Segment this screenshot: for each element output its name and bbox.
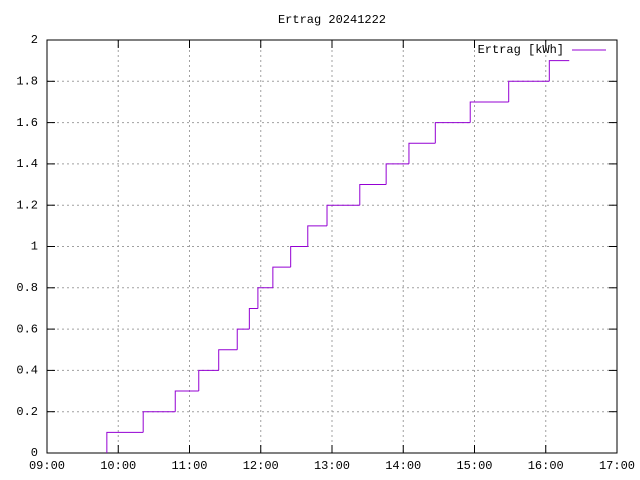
step-segment (142, 411, 176, 433)
y-tick-label: 1.8 (16, 74, 38, 88)
x-tick-label: 12:00 (243, 459, 279, 473)
step-segment (408, 142, 436, 164)
step-segment (290, 246, 308, 268)
step-segment (257, 287, 273, 309)
x-tick-label: 11:00 (171, 459, 207, 473)
y-tick-label: 1 (31, 240, 38, 254)
step-segment (469, 101, 509, 123)
step-segment (174, 390, 199, 412)
x-tick-label: 10:00 (100, 459, 136, 473)
y-tick-label: 1.6 (16, 116, 38, 130)
step-segment (307, 225, 328, 247)
step-segment (434, 122, 471, 144)
step-segment (248, 307, 258, 330)
step-segment (218, 349, 238, 371)
y-tick-label: 0.6 (16, 322, 38, 336)
step-segment (198, 369, 219, 392)
step-segment (385, 163, 409, 185)
step-segment (359, 184, 387, 206)
y-tick-label: 0.8 (16, 281, 38, 295)
y-tick-label: 2 (31, 33, 38, 47)
x-tick-label: 14:00 (385, 459, 421, 473)
legend-label: Ertrag [kWh] (478, 43, 564, 57)
y-tick-label: 1.2 (16, 198, 38, 212)
y-tick-label: 0.2 (16, 405, 38, 419)
x-tick-label: 09:00 (29, 459, 65, 473)
chart-title: Ertrag 20241222 (278, 13, 386, 27)
step-segment (508, 80, 550, 102)
x-tick-label: 16:00 (528, 459, 564, 473)
step-segment (548, 60, 570, 82)
step-segment (236, 328, 250, 350)
x-tick-label: 15:00 (456, 459, 492, 473)
y-tick-label: 0 (31, 446, 38, 460)
y-tick-label: 1.4 (16, 157, 38, 171)
x-tick-label: 13:00 (314, 459, 350, 473)
step-segment (272, 266, 291, 288)
plot-border (46, 39, 618, 454)
x-tick-label: 17:00 (599, 459, 635, 473)
y-tick-label: 0.4 (16, 364, 38, 378)
step-segment (326, 204, 360, 226)
step-segment (106, 431, 144, 453)
